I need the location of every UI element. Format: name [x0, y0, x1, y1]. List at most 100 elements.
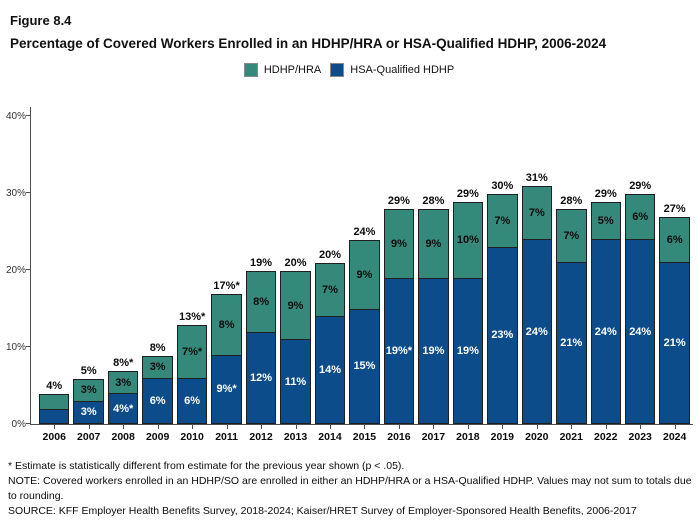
footnote-asterisk: * Estimate is statistically different fr…	[8, 460, 405, 472]
segment-hdhp-hra-2011: 8%	[211, 294, 242, 356]
x-axis-tick	[364, 425, 366, 429]
segment-hdhp-hra-2013: 9%	[280, 271, 311, 341]
total-label-2006: 4%	[46, 380, 63, 393]
x-axis-tick	[571, 425, 573, 429]
x-axis-label-2021: 2021	[559, 431, 583, 443]
x-axis-tick	[398, 425, 400, 429]
y-axis-tick	[26, 192, 31, 193]
segment-value-label: 3%	[149, 361, 166, 374]
segment-hdhp-hra-2008: 3%	[107, 371, 139, 395]
legend-label: HDHP/HRA	[263, 64, 322, 76]
x-axis-label-2009: 2009	[145, 431, 170, 443]
total-label-2020: 31%	[525, 172, 548, 185]
segment-value-label: 23%	[491, 329, 514, 342]
segment-hsa-qualified-hdhp-2022: 24%	[590, 239, 621, 424]
segment-hsa-qualified-hdhp-2024: 21%	[659, 262, 690, 424]
bar-group-2020: 31% 7% 24% 2020	[521, 107, 553, 443]
bar-group-2009: 8% 3% 6% 2009	[142, 107, 173, 443]
segment-value-label: 19%	[456, 344, 479, 357]
x-axis-label-2018: 2018	[456, 431, 480, 443]
segment-value-label: 6%	[184, 394, 201, 407]
figure-number: Figure 8.4	[10, 13, 72, 28]
segment-value-label: 9%*	[216, 383, 237, 396]
segment-value-label: 7%	[322, 284, 338, 297]
legend-label: HSA-Qualified HDHP	[350, 64, 455, 76]
x-axis-label-2024: 2024	[662, 431, 687, 443]
total-label-2014: 20%	[318, 249, 341, 262]
bar-group-2019: 30% 7% 23% 2019	[487, 107, 518, 443]
chart-legend: HDHP/HRA HSA-Qualified HDHP	[0, 63, 698, 77]
segment-hsa-qualified-hdhp-2008: 4%*	[107, 393, 139, 424]
segment-value-label: 5%	[597, 214, 614, 227]
segment-hdhp-hra-2014: 7%	[314, 263, 346, 318]
footnote-source: SOURCE: KFF Employer Health Benefits Sur…	[8, 504, 637, 517]
y-axis-label-40%: 40%	[5, 111, 26, 122]
segment-hsa-qualified-hdhp-2007: 3%	[73, 400, 104, 424]
segment-hsa-qualified-hdhp-2016: 19%*	[383, 277, 415, 424]
segment-hsa-qualified-hdhp-2017: 19%	[418, 277, 449, 424]
segment-value-label: 7%	[563, 230, 580, 243]
segment-value-label: 9%	[390, 238, 407, 251]
x-axis-label-2016: 2016	[387, 431, 411, 443]
x-axis-label-2022: 2022	[594, 431, 618, 443]
x-axis-tick	[502, 425, 504, 429]
total-label-2023: 29%	[629, 180, 652, 193]
total-label-2012: 19%	[250, 257, 273, 270]
segment-value-label: 3%	[115, 376, 132, 389]
segment-value-label: 12%	[250, 371, 273, 384]
segment-value-label: 4%*	[113, 402, 134, 415]
segment-value-label: 21%	[663, 337, 686, 350]
segment-value-label: 19%	[422, 344, 445, 357]
segment-value-label: 6%	[666, 234, 683, 247]
plot-area: 4% 2006 5% 3% 3% 2007 8%* 3% 4%* 2008 8% 3% 6% 2009 13…	[26, 107, 693, 443]
bar-group-2016: 29% 9% 19%* 2016	[383, 107, 415, 443]
hdhp-hra-swatch	[243, 63, 258, 77]
segment-value-label: 21%	[560, 337, 583, 350]
segment-hdhp-hra-2015: 9%	[349, 240, 380, 310]
segment-value-label: 8%	[218, 318, 235, 331]
x-axis-tick	[467, 425, 469, 429]
total-label-2016: 29%	[387, 195, 410, 208]
segment-value-label: 3%	[80, 384, 97, 397]
stacked-bar-chart: 4% 2006 5% 3% 3% 2007 8%* 3% 4%* 2008 8% 3% 6% 2009 13…	[0, 95, 698, 455]
x-axis-tick	[605, 425, 607, 429]
x-axis-label-2014: 2014	[318, 431, 342, 443]
segment-value-label: 14%	[318, 364, 341, 377]
segment-hsa-qualified-hdhp-2010: 6%	[176, 377, 208, 424]
figure-title: Percentage of Covered Workers Enrolled i…	[10, 36, 607, 51]
segment-hsa-qualified-hdhp-2021: 21%	[556, 262, 587, 424]
hsa-qualified-hdhp-swatch	[330, 63, 345, 77]
total-label-2009: 8%	[149, 341, 166, 354]
segment-value-label: 7%	[494, 214, 511, 227]
total-label-2022: 29%	[594, 187, 617, 200]
segment-hdhp-hra-2009: 3%	[142, 355, 173, 379]
bar-group-2018: 29% 10% 19% 2018	[452, 107, 484, 443]
bar-group-2012: 19% 8% 12% 2012	[245, 107, 277, 443]
segment-value-label: 24%	[594, 325, 617, 338]
segment-value-label: 8%	[253, 295, 269, 308]
segment-value-label: 7%	[528, 207, 545, 220]
x-axis-label-2008: 2008	[111, 431, 135, 443]
x-axis-tick	[433, 425, 435, 429]
total-label-2013: 20%	[284, 257, 307, 270]
x-axis-label-2023: 2023	[628, 431, 652, 443]
y-axis-label-0%: 0%	[11, 419, 26, 430]
y-axis-label-20%: 20%	[5, 265, 26, 276]
total-label-2011: 17%*	[213, 280, 240, 293]
x-axis-label-2010: 2010	[180, 431, 204, 443]
segment-value-label: 6%	[632, 211, 649, 224]
x-axis-label-2020: 2020	[525, 431, 549, 443]
segment-hdhp-hra-2007: 3%	[73, 378, 104, 402]
x-axis-tick	[536, 425, 538, 429]
total-label-2021: 28%	[560, 195, 583, 208]
segment-value-label: 9%	[356, 268, 373, 281]
segment-hdhp-hra-2020: 7%	[521, 186, 553, 241]
bar-group-2010: 13%* 7%* 6% 2010	[176, 107, 208, 443]
y-axis-tick	[26, 346, 31, 347]
x-axis-tick	[640, 425, 642, 429]
segment-hdhp-hra-2010: 7%*	[176, 324, 208, 379]
segment-value-label: 9%	[287, 299, 304, 312]
segment-value-label: 19%*	[385, 344, 413, 357]
x-axis-label-2013: 2013	[283, 431, 308, 443]
